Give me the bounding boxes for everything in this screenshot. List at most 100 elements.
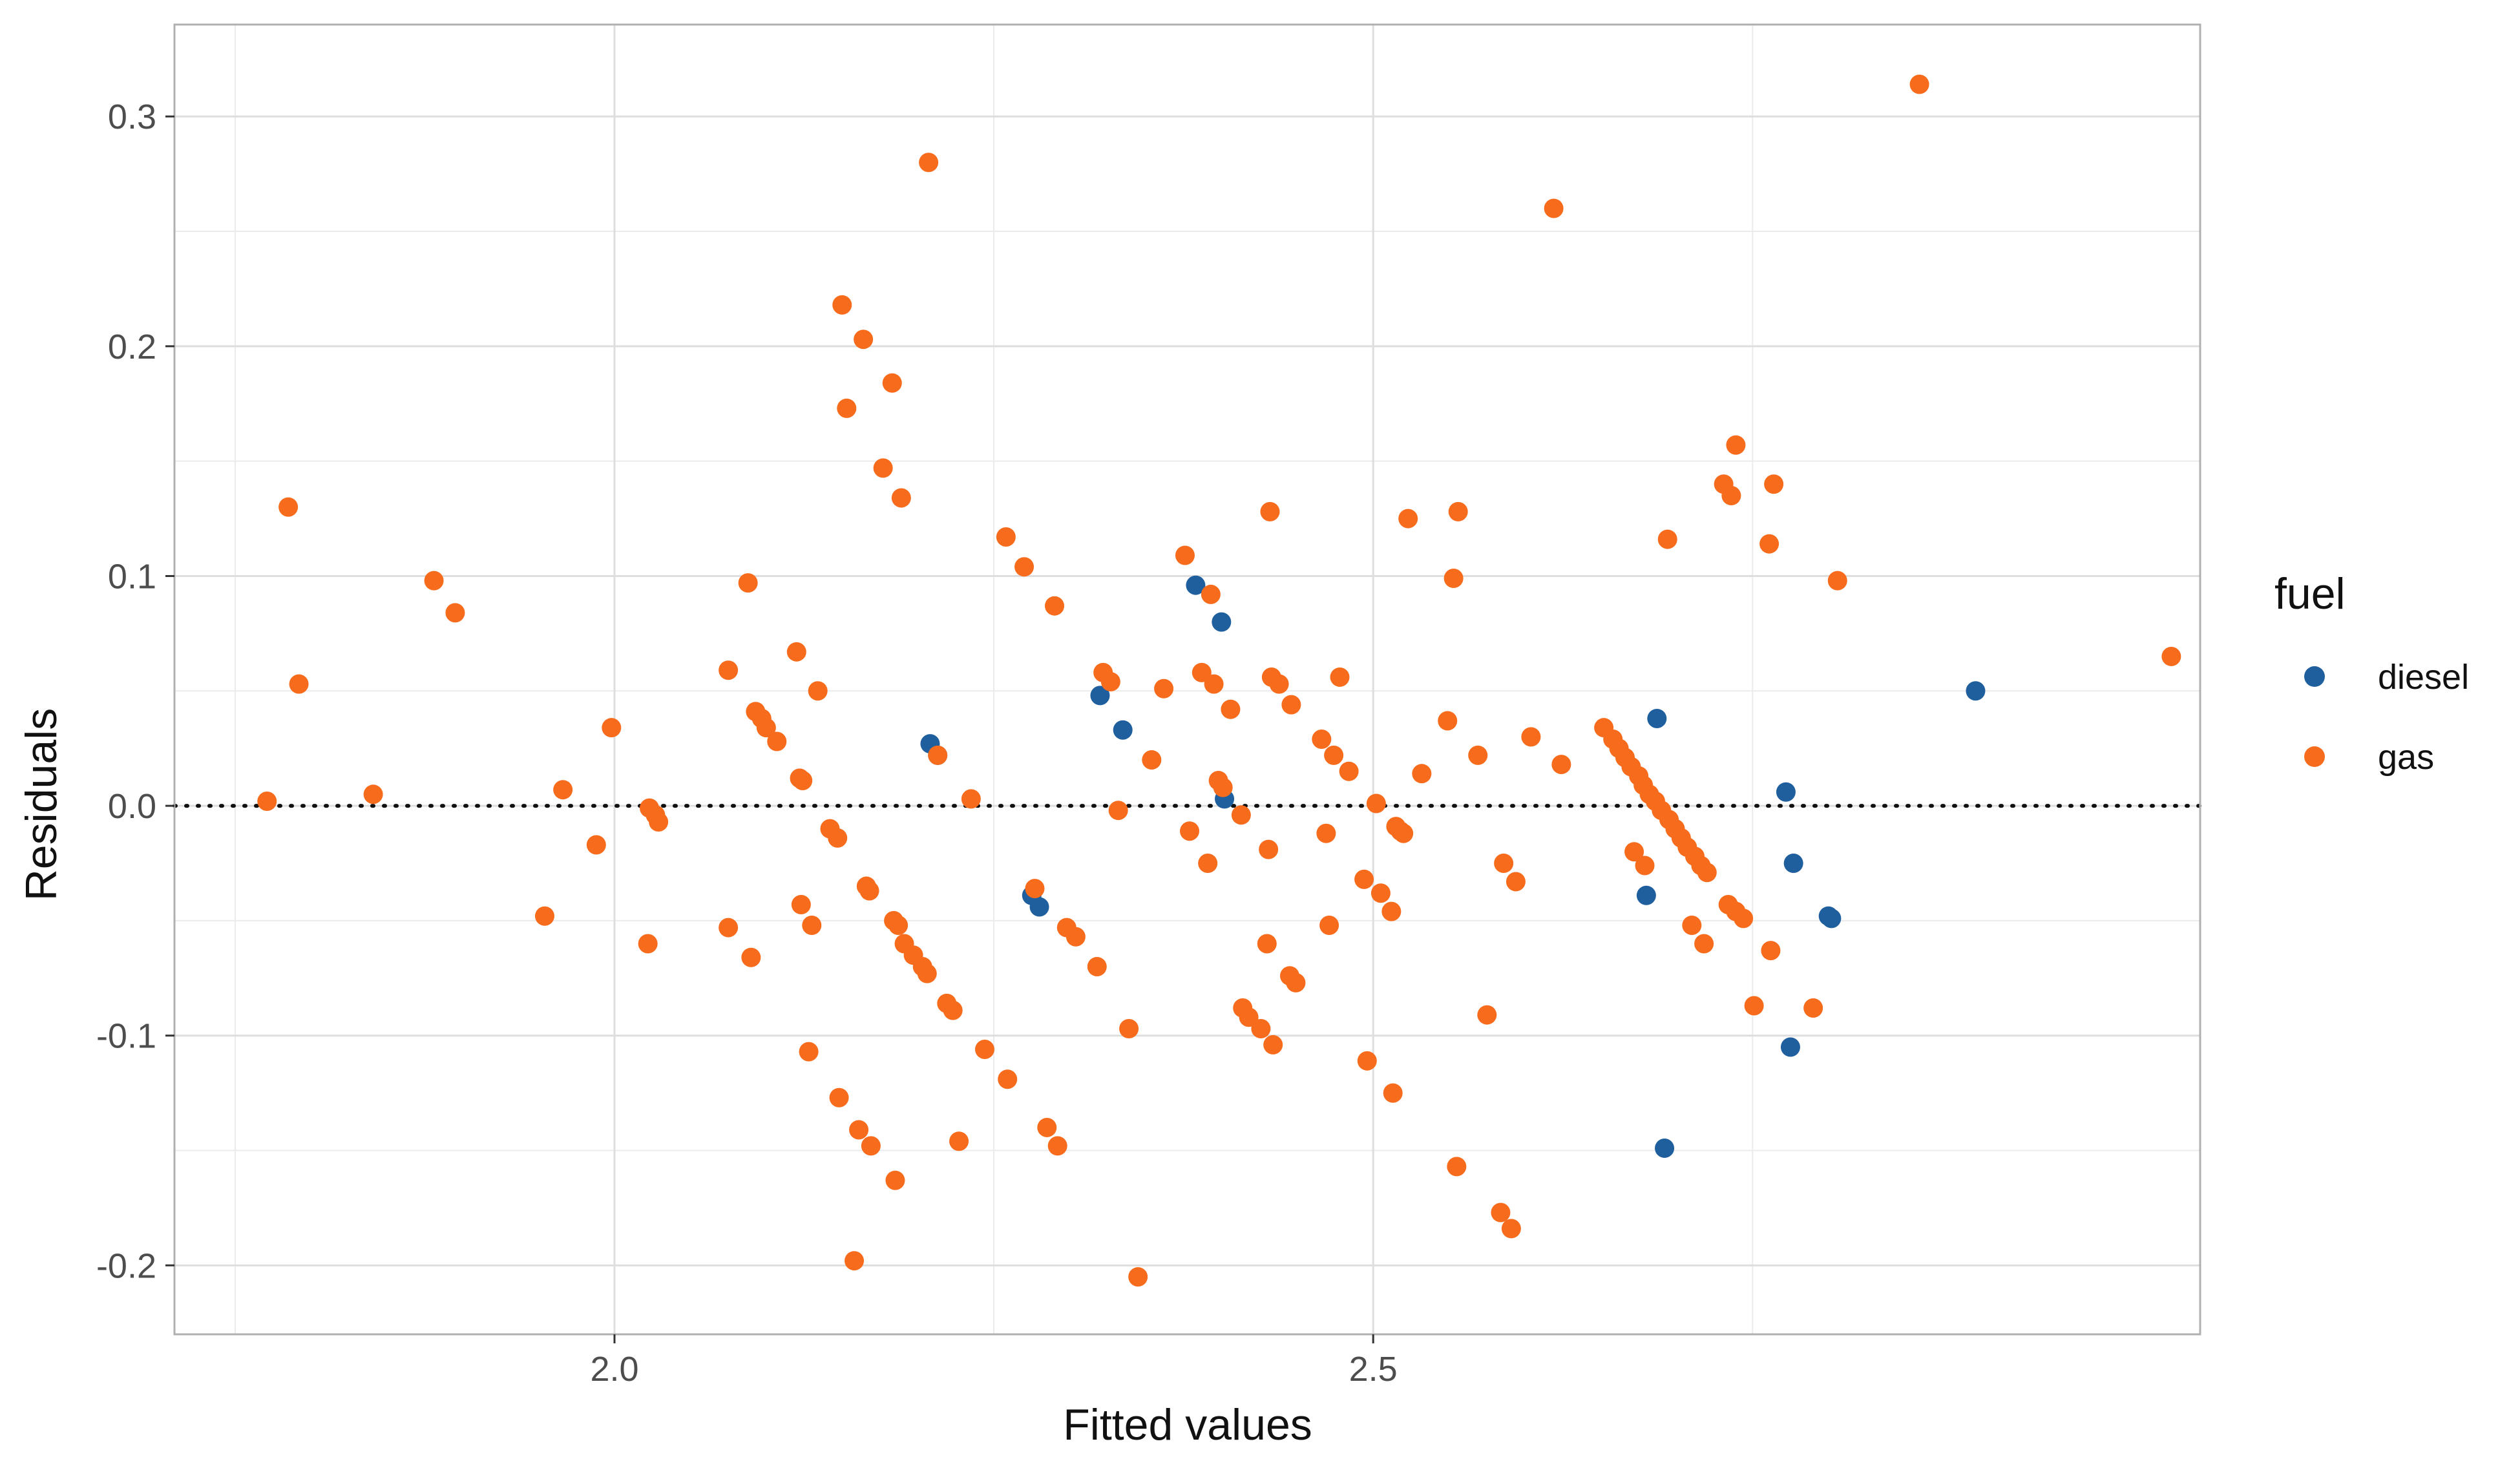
- point-gas: [1909, 74, 1929, 94]
- point-gas: [1087, 957, 1107, 977]
- point-gas: [1260, 501, 1280, 521]
- point-gas: [1257, 934, 1277, 954]
- point-gas: [1269, 674, 1289, 694]
- point-gas: [1381, 901, 1402, 921]
- legend-title: fuel: [2274, 569, 2346, 618]
- point-gas: [888, 916, 908, 936]
- point-gas: [1213, 777, 1233, 797]
- point-gas: [1281, 695, 1301, 715]
- point-gas: [1370, 883, 1391, 903]
- point-diesel: [1822, 908, 1842, 929]
- point-gas: [1477, 1005, 1497, 1025]
- point-gas: [1635, 856, 1655, 876]
- point-gas: [1204, 674, 1224, 694]
- point-gas: [363, 784, 383, 804]
- point-diesel: [1966, 681, 1986, 701]
- y-axis-ticks: -0.2 -0.1 0.0 0.1 0.2 0.3: [96, 98, 174, 1285]
- point-gas: [849, 1120, 869, 1140]
- point-gas: [1339, 761, 1359, 781]
- point-gas: [1506, 872, 1526, 892]
- point-gas: [975, 1040, 994, 1060]
- point-gas: [1319, 916, 1339, 936]
- point-gas: [1312, 729, 1332, 749]
- point-gas: [845, 1251, 865, 1271]
- point-gas: [1682, 916, 1702, 936]
- legend-label-diesel: diesel: [2378, 658, 2469, 697]
- point-gas: [1142, 750, 1162, 770]
- y-axis-title: Residuals: [17, 708, 66, 901]
- point-gas: [1412, 764, 1432, 784]
- legend-label-gas: gas: [2378, 738, 2434, 777]
- point-diesel: [1029, 897, 1049, 917]
- point-gas: [1128, 1267, 1148, 1287]
- point-gas: [602, 718, 622, 738]
- point-gas: [1721, 486, 1741, 506]
- point-gas: [1551, 755, 1571, 775]
- point-gas: [1259, 839, 1279, 859]
- point-gas: [1383, 1083, 1403, 1103]
- point-gas: [786, 642, 806, 662]
- point-diesel: [1636, 885, 1656, 905]
- point-gas: [832, 295, 852, 315]
- points-layer: [257, 74, 2181, 1287]
- point-gas: [802, 916, 822, 936]
- point-gas: [1175, 545, 1195, 565]
- point-gas: [1100, 672, 1120, 692]
- point-diesel: [1647, 708, 1667, 728]
- point-gas: [1154, 678, 1174, 698]
- legend-items: diesel gas: [2304, 658, 2469, 777]
- point-gas: [1231, 805, 1251, 825]
- point-gas: [1201, 584, 1221, 604]
- point-gas: [1045, 596, 1065, 616]
- point-gas: [1198, 853, 1218, 873]
- point-gas: [767, 731, 787, 751]
- x-axis-ticks: 2.0 2.5: [590, 1334, 1398, 1389]
- point-gas: [891, 488, 911, 508]
- point-gas: [1521, 727, 1541, 747]
- point-gas: [1761, 941, 1781, 961]
- point-gas: [882, 373, 902, 393]
- point-gas: [1330, 667, 1350, 687]
- point-gas: [1108, 801, 1128, 821]
- point-diesel: [1212, 612, 1232, 632]
- point-gas: [861, 1136, 881, 1156]
- point-gas: [1366, 793, 1386, 814]
- point-gas: [1501, 1219, 1521, 1239]
- y-tick-label: 0.0: [108, 787, 156, 826]
- point-gas: [1316, 823, 1336, 843]
- point-gas: [961, 789, 981, 809]
- panel-border: [173, 23, 2201, 1336]
- grid-minor: [174, 25, 2200, 1334]
- point-gas: [1221, 699, 1241, 719]
- point-gas: [1438, 711, 1458, 731]
- point-gas: [1357, 1051, 1377, 1071]
- point-gas: [1624, 842, 1644, 862]
- x-tick-label: 2.0: [590, 1350, 638, 1389]
- point-diesel: [1776, 782, 1796, 802]
- point-gas: [1192, 662, 1212, 682]
- point-diesel: [1113, 720, 1133, 740]
- point-gas: [278, 497, 299, 517]
- point-gas: [1444, 569, 1464, 589]
- point-gas: [289, 674, 309, 694]
- legend: fuel diesel gas: [2274, 569, 2469, 777]
- point-gas: [445, 603, 465, 623]
- point-gas: [719, 660, 739, 680]
- point-gas: [873, 458, 893, 478]
- point-gas: [1239, 1007, 1259, 1027]
- point-gas: [1119, 1019, 1139, 1039]
- point-gas: [791, 895, 811, 915]
- point-gas: [1025, 879, 1045, 899]
- y-tick-label: 0.3: [108, 98, 156, 136]
- point-gas: [738, 573, 758, 593]
- point-gas: [885, 1170, 905, 1190]
- point-diesel: [1655, 1138, 1675, 1158]
- point-gas: [793, 770, 813, 790]
- point-gas: [1354, 869, 1374, 889]
- legend-key-gas: [2304, 746, 2325, 767]
- point-gas: [1827, 571, 1847, 591]
- point-gas: [996, 527, 1016, 547]
- point-gas: [919, 152, 939, 173]
